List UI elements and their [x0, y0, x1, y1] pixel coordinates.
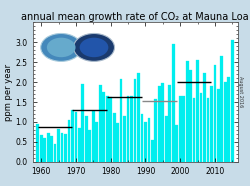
Bar [144, 122, 147, 162]
Bar [57, 129, 60, 162]
Bar [203, 73, 206, 162]
Bar [168, 85, 171, 162]
Bar [106, 96, 108, 162]
Bar [189, 70, 192, 162]
Bar [158, 86, 161, 162]
Bar [137, 73, 140, 162]
Bar [151, 140, 154, 162]
Bar [47, 133, 50, 162]
Bar [68, 120, 70, 162]
Bar [172, 44, 174, 162]
Bar [50, 136, 53, 162]
Bar [99, 85, 102, 162]
Bar [123, 116, 126, 162]
Bar [154, 99, 157, 162]
Bar [182, 97, 185, 162]
Bar [40, 135, 42, 162]
Title: annual mean growth rate of CO₂ at Mauna Loa: annual mean growth rate of CO₂ at Mauna … [21, 12, 249, 22]
Bar [61, 133, 64, 162]
Bar [220, 56, 223, 162]
Bar [130, 97, 133, 162]
Circle shape [74, 33, 114, 61]
Bar [186, 61, 188, 162]
Bar [74, 112, 77, 162]
Circle shape [80, 38, 108, 57]
Bar [165, 116, 168, 162]
Bar [134, 78, 136, 162]
Bar [175, 125, 178, 162]
Bar [120, 78, 122, 162]
Bar [200, 93, 202, 162]
Bar [196, 60, 199, 162]
Bar [71, 110, 74, 162]
Bar [102, 92, 105, 162]
Bar [127, 96, 130, 162]
Bar [43, 138, 46, 162]
Bar [140, 114, 143, 162]
Bar [109, 97, 112, 162]
Bar [78, 128, 81, 162]
Y-axis label: ppm per year: ppm per year [4, 63, 13, 121]
Bar [206, 98, 209, 162]
Bar [214, 65, 216, 162]
Circle shape [47, 38, 76, 57]
Bar [210, 86, 213, 162]
Circle shape [41, 33, 82, 61]
Bar [113, 113, 116, 162]
Bar [217, 89, 220, 162]
Bar [224, 82, 227, 162]
Bar [64, 134, 67, 162]
Bar [228, 76, 230, 162]
Bar [54, 144, 56, 162]
Bar [116, 123, 119, 162]
Bar [231, 40, 234, 162]
Text: August 2016: August 2016 [238, 76, 243, 108]
Bar [96, 122, 98, 162]
Bar [193, 98, 196, 162]
Bar [88, 130, 91, 162]
Bar [179, 96, 182, 162]
Bar [92, 111, 95, 162]
Bar [82, 84, 84, 162]
Bar [85, 116, 88, 162]
Bar [36, 124, 39, 162]
Bar [148, 118, 150, 162]
Bar [162, 83, 164, 162]
